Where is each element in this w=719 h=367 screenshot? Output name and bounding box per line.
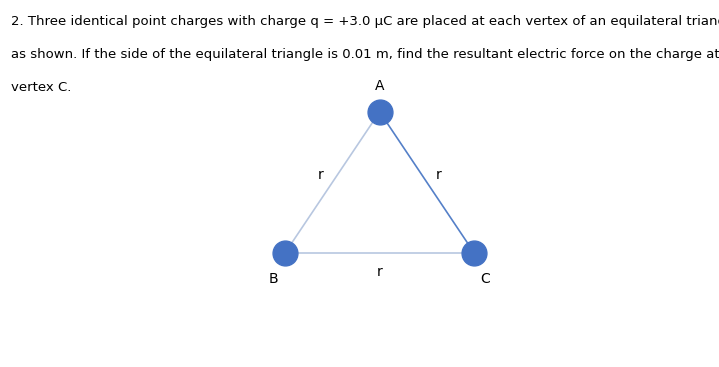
Point [469, 250, 480, 256]
Text: B: B [269, 272, 278, 286]
Text: C: C [480, 272, 490, 286]
Text: as shown. If the side of the equilateral triangle is 0.01 m, find the resultant : as shown. If the side of the equilateral… [11, 48, 719, 61]
Point [374, 109, 385, 115]
Point [279, 250, 290, 256]
Text: 2. Three identical point charges with charge q = +3.0 μC are placed at each vert: 2. Three identical point charges with ch… [11, 15, 719, 28]
Text: r: r [377, 265, 383, 279]
Text: r: r [319, 168, 324, 182]
Text: A: A [375, 79, 385, 94]
Text: r: r [435, 168, 441, 182]
Text: vertex C.: vertex C. [11, 81, 71, 94]
